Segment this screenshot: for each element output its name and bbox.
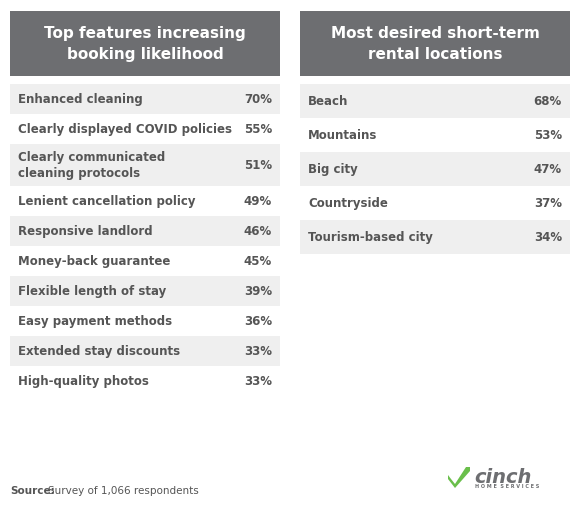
Text: Responsive landlord: Responsive landlord	[18, 224, 153, 238]
Text: Easy payment methods: Easy payment methods	[18, 314, 172, 328]
Text: 47%: 47%	[534, 162, 562, 175]
Text: Clearly communicated
cleaning protocols: Clearly communicated cleaning protocols	[18, 151, 165, 179]
FancyBboxPatch shape	[10, 366, 280, 396]
Text: Extended stay discounts: Extended stay discounts	[18, 344, 180, 358]
Text: Survey of 1,066 respondents: Survey of 1,066 respondents	[48, 486, 199, 496]
Text: 33%: 33%	[244, 375, 272, 387]
Text: Mountains: Mountains	[308, 128, 377, 142]
Text: 70%: 70%	[244, 92, 272, 105]
Text: Source:: Source:	[10, 486, 55, 496]
Text: Money-back guarantee: Money-back guarantee	[18, 254, 171, 267]
Text: Big city: Big city	[308, 162, 358, 175]
FancyBboxPatch shape	[10, 336, 280, 366]
FancyBboxPatch shape	[10, 216, 280, 246]
Text: Lenient cancellation policy: Lenient cancellation policy	[18, 195, 195, 207]
Text: Flexible length of stay: Flexible length of stay	[18, 285, 166, 297]
FancyBboxPatch shape	[10, 276, 280, 306]
Text: High-quality photos: High-quality photos	[18, 375, 149, 387]
Text: Enhanced cleaning: Enhanced cleaning	[18, 92, 143, 105]
Text: 36%: 36%	[244, 314, 272, 328]
Text: Most desired short-term
rental locations: Most desired short-term rental locations	[330, 26, 539, 61]
FancyBboxPatch shape	[10, 11, 280, 76]
FancyBboxPatch shape	[300, 84, 570, 118]
Text: 49%: 49%	[244, 195, 272, 207]
FancyBboxPatch shape	[10, 144, 280, 186]
Text: 51%: 51%	[244, 158, 272, 172]
Text: 37%: 37%	[534, 197, 562, 210]
Text: Tourism-based city: Tourism-based city	[308, 230, 433, 244]
Text: 45%: 45%	[244, 254, 272, 267]
FancyBboxPatch shape	[300, 220, 570, 254]
Polygon shape	[448, 475, 455, 488]
FancyBboxPatch shape	[10, 186, 280, 216]
Text: 68%: 68%	[534, 95, 562, 107]
FancyBboxPatch shape	[300, 186, 570, 220]
Polygon shape	[455, 467, 470, 488]
Text: 55%: 55%	[244, 123, 272, 135]
Text: 34%: 34%	[534, 230, 562, 244]
Text: Top features increasing
booking likelihood: Top features increasing booking likeliho…	[44, 26, 246, 61]
Text: Beach: Beach	[308, 95, 348, 107]
Text: Countryside: Countryside	[308, 197, 388, 210]
Text: H O M E  S E R V I C E S: H O M E S E R V I C E S	[475, 483, 539, 489]
Text: cinch: cinch	[474, 468, 532, 486]
Text: 46%: 46%	[244, 224, 272, 238]
Text: Clearly displayed COVID policies: Clearly displayed COVID policies	[18, 123, 232, 135]
FancyBboxPatch shape	[10, 306, 280, 336]
FancyBboxPatch shape	[10, 84, 280, 114]
Text: 53%: 53%	[534, 128, 562, 142]
Text: 39%: 39%	[244, 285, 272, 297]
FancyBboxPatch shape	[300, 11, 570, 76]
FancyBboxPatch shape	[300, 118, 570, 152]
FancyBboxPatch shape	[300, 152, 570, 186]
Text: 33%: 33%	[244, 344, 272, 358]
FancyBboxPatch shape	[10, 246, 280, 276]
FancyBboxPatch shape	[10, 114, 280, 144]
